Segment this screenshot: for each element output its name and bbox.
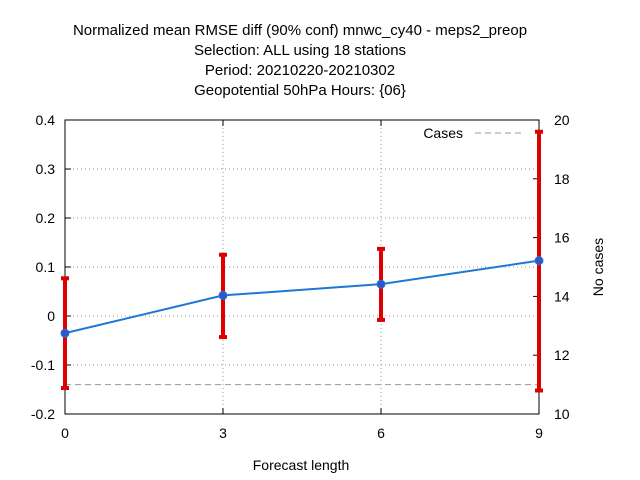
title-line-4: Geopotential 50hPa Hours: {06} — [194, 82, 406, 99]
data-point — [218, 290, 228, 300]
series-line — [64, 259, 540, 335]
data-point — [60, 328, 70, 338]
y-tick-label: 0.2 — [36, 210, 56, 226]
y2-tick-label: 20 — [554, 112, 570, 128]
y2-tick-label: 18 — [554, 171, 570, 187]
y-tick-label: -0.2 — [31, 406, 55, 422]
x-tick-label: 9 — [535, 425, 543, 441]
legend-label-cases: Cases — [423, 125, 463, 141]
x-tick-label: 6 — [377, 425, 385, 441]
title-line-1: Normalized mean RMSE diff (90% conf) mnw… — [73, 22, 527, 39]
y2-tick-label: 12 — [554, 347, 570, 363]
y-tick-label: 0.1 — [36, 259, 56, 275]
title-line-2: Selection: ALL using 18 stations — [194, 42, 406, 59]
data-point — [534, 256, 544, 266]
data-point — [376, 279, 386, 289]
y-tick-label: 0.3 — [36, 161, 56, 177]
y-tick-label: -0.1 — [31, 357, 55, 373]
x-axis-label: Forecast length — [253, 457, 350, 473]
y2-tick-label: 16 — [554, 230, 570, 246]
y2-tick-label: 14 — [554, 288, 570, 304]
y-tick-label: 0.4 — [36, 112, 56, 128]
y-tick-label: 0 — [47, 308, 55, 324]
grid — [65, 120, 539, 414]
y2-axis-label: No cases — [590, 238, 606, 296]
x-tick-label: 3 — [219, 425, 227, 441]
series — [60, 129, 544, 393]
ticks: 0 3 6 9 -0.2 -0.1 0 0.1 0.2 0.3 0.4 10 12 14 16 18 20 — [31, 112, 570, 441]
chart-title: Normalized mean RMSE diff (90% conf) mnw… — [73, 22, 527, 99]
y2-tick-label: 10 — [554, 406, 570, 422]
x-tick-label: 0 — [61, 425, 69, 441]
title-line-3: Period: 20210220-20210302 — [205, 62, 395, 79]
legend: Cases — [423, 125, 525, 141]
